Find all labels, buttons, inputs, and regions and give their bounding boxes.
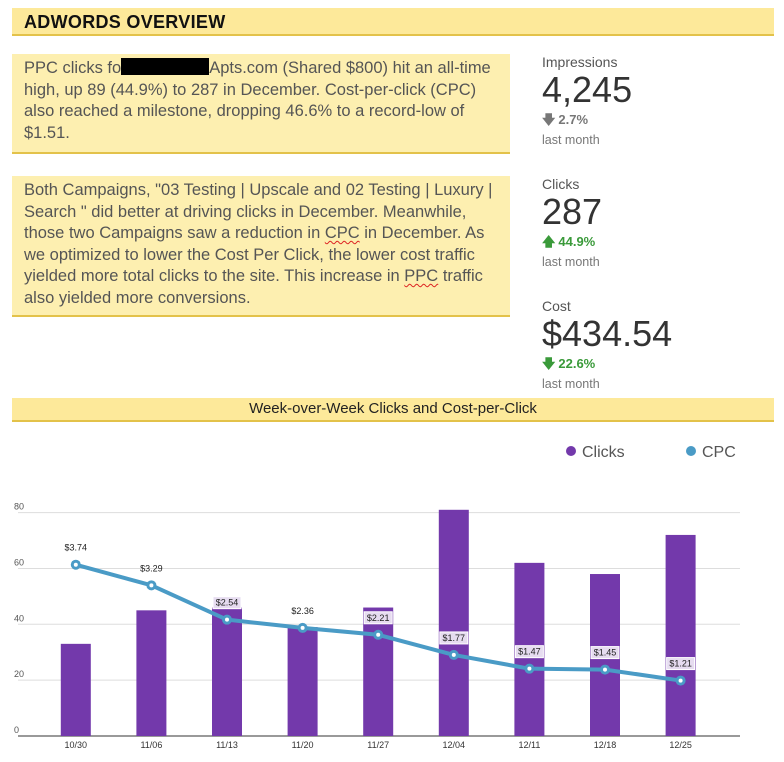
cpc-data-label: $3.29: [140, 563, 163, 573]
x-tick-label: 10/30: [65, 740, 88, 750]
clicks-bar: [212, 607, 242, 736]
kpi-label: Cost: [542, 298, 571, 314]
note-2-text-part-2: in December. As we optimized to lower th…: [24, 224, 485, 285]
x-tick-label: 11/13: [216, 740, 238, 750]
note-2-ppc-term: PPC: [404, 267, 439, 285]
note-2-text-part-3: traffic also yielded more conversions.: [24, 267, 483, 307]
cpc-label-box: [590, 646, 620, 660]
kpi-delta: 🡇 2.7%: [542, 111, 632, 133]
y-tick-label: 80: [14, 502, 24, 512]
cpc-data-label: $1.21: [669, 659, 692, 669]
kpi-impressions: Impressions 4,245 🡇 2.7% last month: [542, 54, 632, 147]
x-tick-label: 11/27: [367, 740, 389, 750]
clicks-bar: [665, 534, 696, 736]
note-2-cpc-term: CPC: [324, 224, 360, 242]
kpi-delta-value: 2.7%: [558, 112, 589, 127]
x-tick-label: 11/06: [140, 740, 162, 750]
clicks-bar: [287, 627, 318, 736]
cpc-data-label: $1.47: [518, 647, 541, 657]
x-tick-label: 12/25: [669, 740, 692, 750]
note-1-text-end: Apts.com (Shared $800) hit an all-time h…: [24, 59, 491, 142]
cpc-data-label: $3.74: [65, 543, 88, 553]
arrow-down-icon: 🡇: [542, 112, 556, 127]
x-tick-label: 12/18: [594, 740, 617, 750]
clicks-legend-dot-icon: [566, 446, 576, 456]
note-2-text-part-1: Both Campaigns, "03 Testing | Upscale an…: [24, 181, 493, 242]
legend-item-clicks[interactable]: Clicks: [566, 444, 625, 462]
kpi-label: Clicks: [542, 176, 580, 192]
y-tick-label: 40: [14, 613, 24, 623]
kpi-period: last month: [542, 255, 600, 269]
cpc-label-box: [666, 657, 696, 671]
cpc-label-box: [439, 631, 469, 645]
kpi-value: $434.54: [542, 313, 673, 354]
kpi-label: Impressions: [542, 54, 618, 70]
cpc-point-center: [149, 583, 154, 588]
kpi-delta-value: 44.9%: [558, 234, 596, 249]
x-tick-label: 12/04: [443, 740, 466, 750]
y-tick-label: 0: [14, 725, 19, 735]
kpi-delta: 🡅 44.9%: [542, 233, 602, 255]
cpc-point-center: [376, 632, 381, 637]
kpi-period: last month: [542, 377, 600, 391]
kpi-delta-value: 22.6%: [558, 356, 596, 371]
legend-item-cpc[interactable]: CPC: [686, 444, 736, 462]
clicks-bar: [363, 607, 394, 736]
kpi-cost: Cost $434.54 🡇 22.6% last month: [542, 298, 672, 391]
kpi-value: 287: [542, 191, 603, 232]
cpc-point-center: [678, 678, 683, 683]
clicks-bar: [60, 643, 91, 736]
cpc-point-center: [451, 652, 456, 657]
clicks-bar: [438, 509, 469, 736]
clicks-cpc-chart: 0 20 40 60 80 10/30 11/06 11/13 11/20 11/27 12/04 1…: [14, 502, 740, 750]
kpi-value: 4,245: [542, 69, 633, 110]
cpc-data-label: $2.36: [291, 606, 314, 616]
cpc-data-label: $2.54: [216, 598, 239, 608]
overview-header: ADWORDS OVERVIEW: [12, 8, 774, 36]
cpc-point-center: [603, 667, 607, 672]
legend-label: Clicks: [582, 444, 625, 461]
chart-title: Week-over-Week Clicks and Cost-per-Click: [12, 398, 774, 422]
insight-note-2: Both Campaigns, "03 Testing | Upscale an…: [12, 176, 510, 317]
kpi-period: last month: [542, 133, 600, 147]
cpc-label-box: [514, 645, 544, 659]
note-1-text-start: PPC clicks fo: [24, 59, 122, 77]
legend-label: CPC: [702, 444, 736, 461]
cpc-data-label: $1.77: [443, 633, 466, 643]
insight-note-1: PPC clicks fo Apts.com (Shared $800) hit …: [12, 54, 510, 154]
page-title: ADWORDS OVERVIEW: [24, 12, 226, 32]
clicks-bar: [136, 610, 167, 736]
x-tick-label: 11/20: [292, 740, 314, 750]
cpc-point-center: [73, 562, 78, 567]
cpc-point-center: [225, 617, 229, 622]
cpc-point-center: [300, 625, 305, 630]
cpc-data-label: $1.45: [594, 648, 617, 658]
x-tick-label: 12/11: [518, 740, 540, 750]
arrow-up-icon: 🡅: [542, 234, 556, 249]
cpc-legend-dot-icon: [686, 446, 696, 456]
y-tick-label: 20: [14, 669, 24, 679]
kpi-delta: 🡇 22.6%: [542, 355, 672, 377]
kpi-clicks: Clicks 287 🡅 44.9% last month: [542, 176, 602, 269]
cpc-label-box: [212, 596, 242, 610]
y-tick-label: 60: [14, 557, 24, 567]
cpc-label-box: [363, 611, 393, 625]
cpc-data-label: $2.21: [367, 613, 390, 623]
redaction-block: [121, 58, 210, 75]
arrow-down-icon: 🡇: [542, 356, 556, 371]
cpc-point-center: [527, 666, 532, 671]
